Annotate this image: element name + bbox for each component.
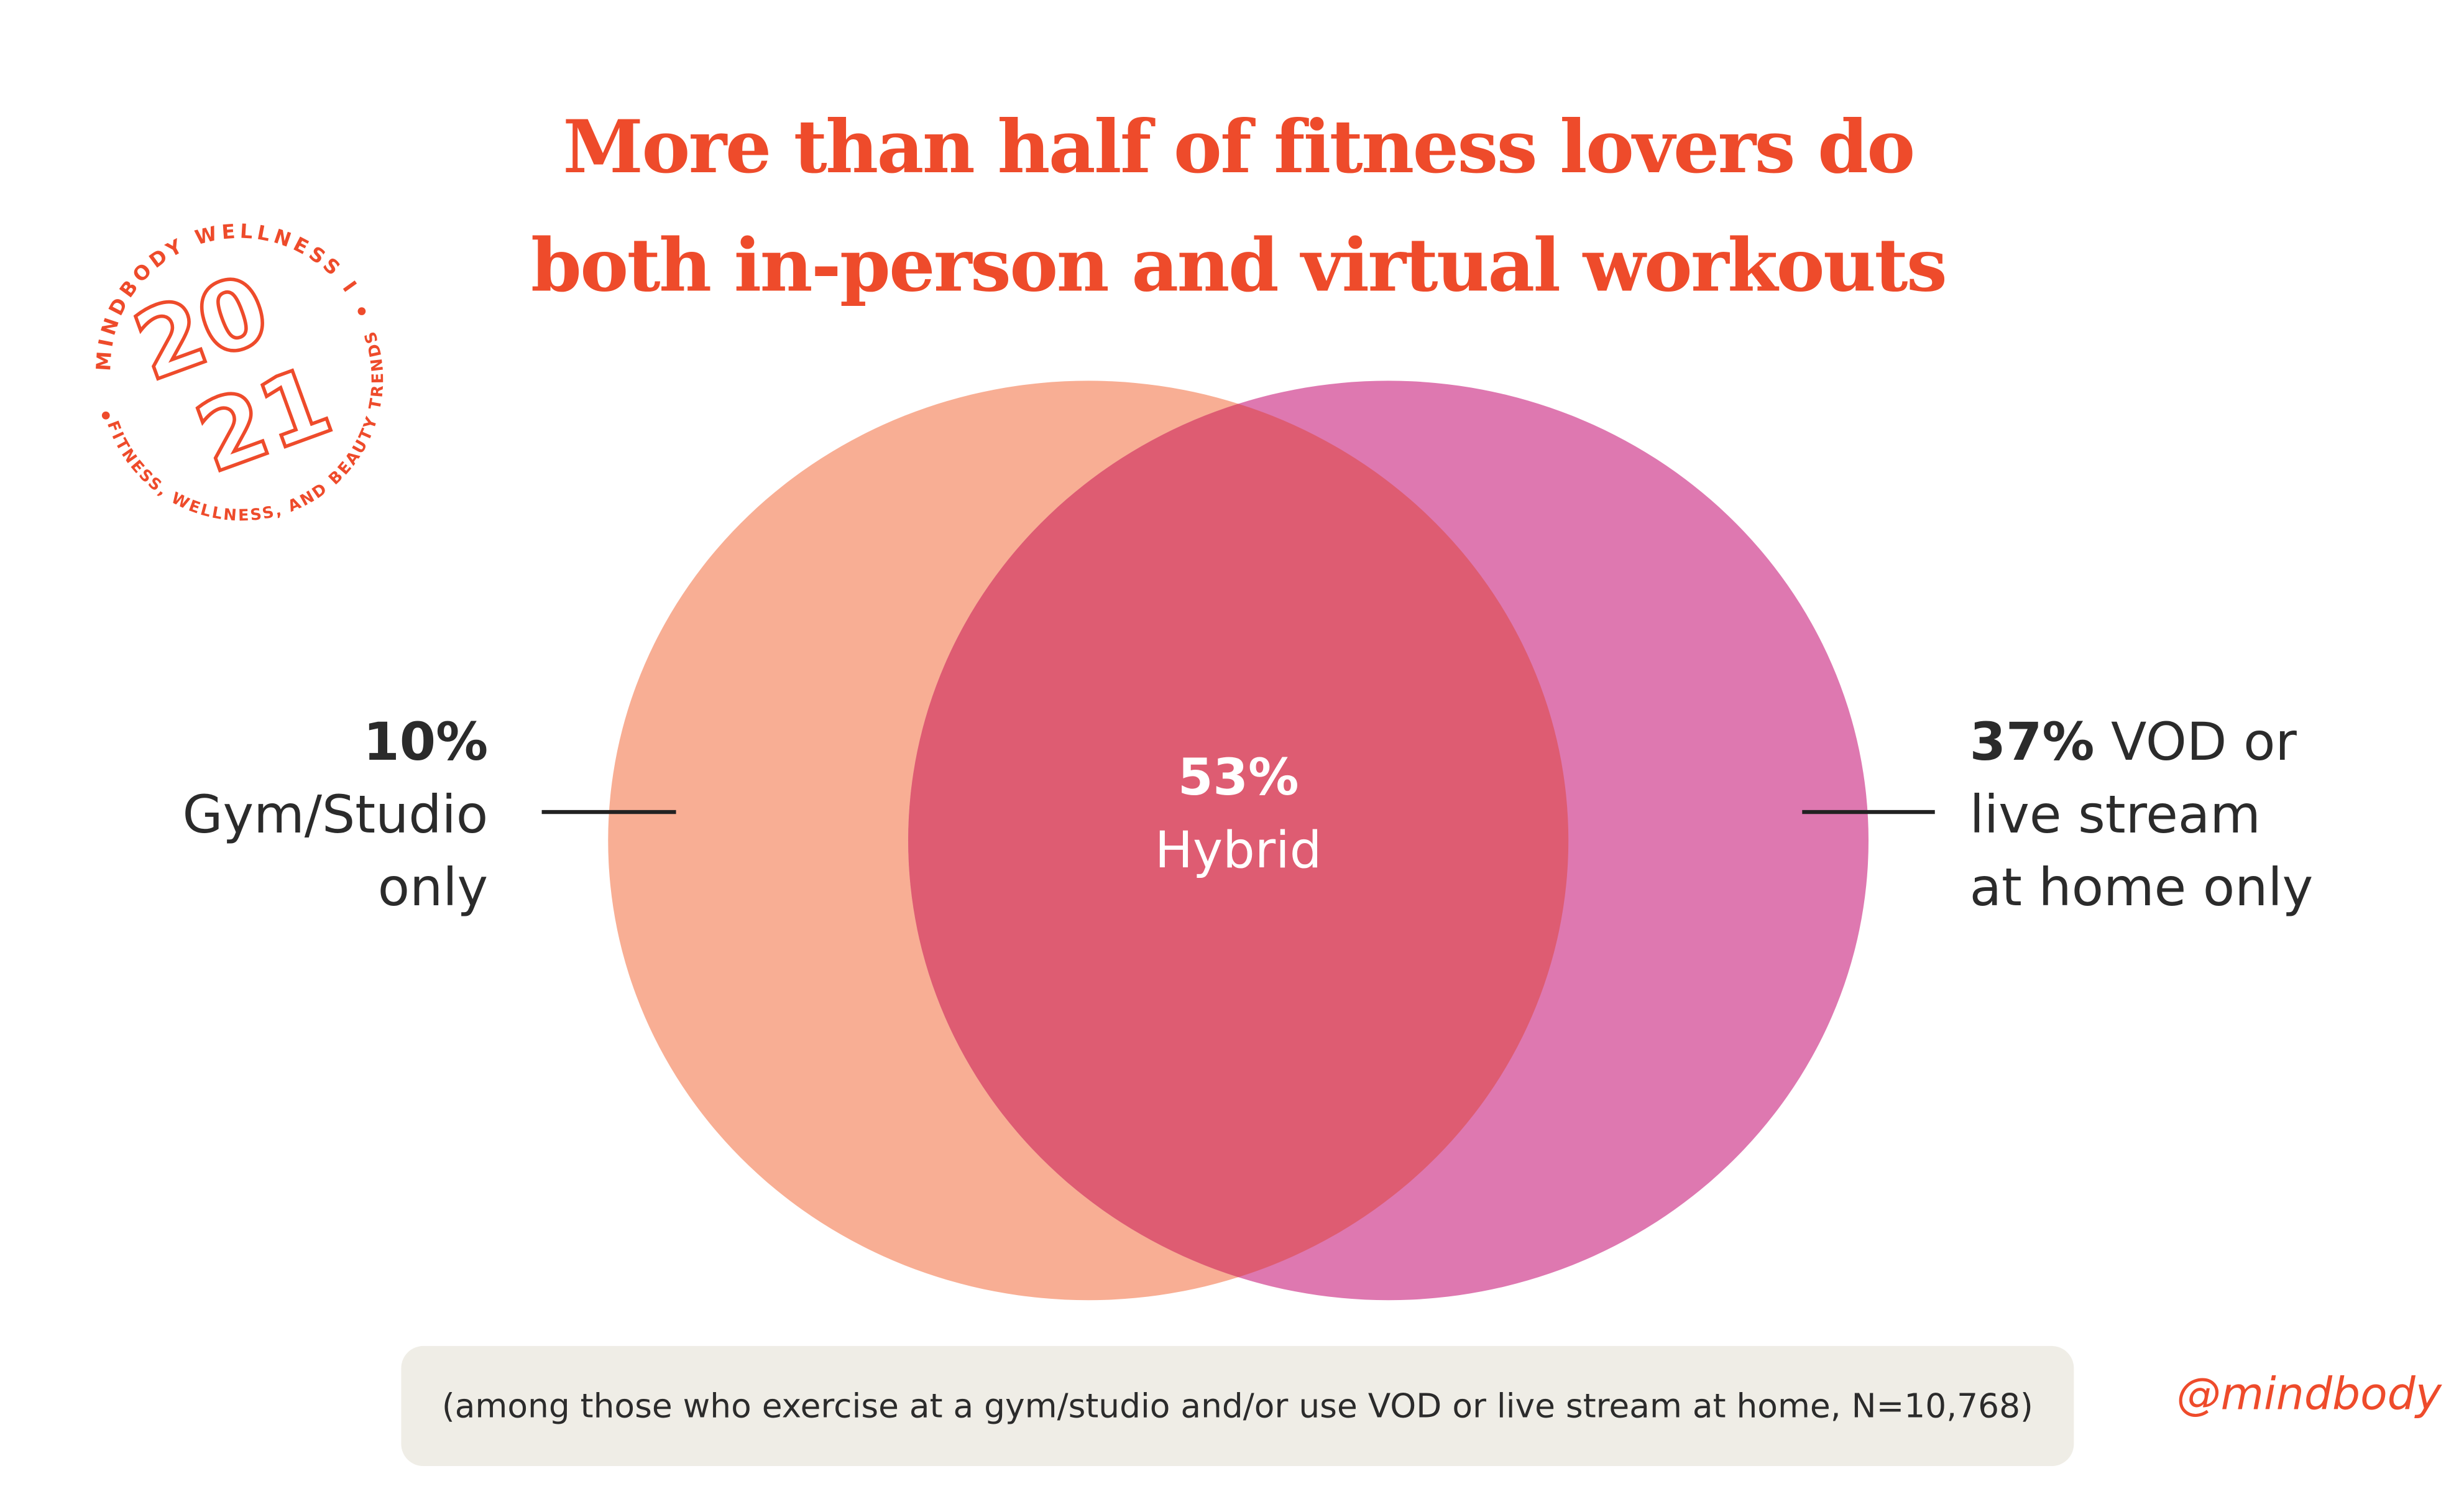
overlap-percent: 53% xyxy=(1177,747,1299,808)
right-label-line2: live stream xyxy=(1969,783,2261,846)
title-line-2: both in-person and virtual workouts xyxy=(531,223,1947,308)
right-label-line3: at home only xyxy=(1969,856,2314,918)
left-percent: 10% xyxy=(363,711,489,773)
right-percent: 37% xyxy=(1969,711,2095,773)
wellness-index-badge-logo: MINDBODY WELLNESS INDEX FITNESS, WELLNES… xyxy=(0,0,385,524)
venn-overlap xyxy=(908,381,1569,1301)
footnote-box: (among those who exercise at a gym/studi… xyxy=(401,1345,2074,1467)
overlap-label: Hybrid xyxy=(1154,819,1322,880)
right-label: 37% VOD or live stream at home only xyxy=(1970,706,2314,925)
left-label-line1: Gym/Studio xyxy=(182,783,489,846)
footnote-text: (among those who exercise at a gym/studi… xyxy=(441,1386,2033,1425)
left-label-line2: only xyxy=(377,856,489,918)
title-line-1: More than half of fitness lovers do xyxy=(563,104,1916,190)
left-label: 10% Gym/Studio only xyxy=(183,706,489,925)
brand-handle: @mindbody xyxy=(2176,1368,2442,1421)
right-label-line1: VOD or xyxy=(2094,711,2297,773)
